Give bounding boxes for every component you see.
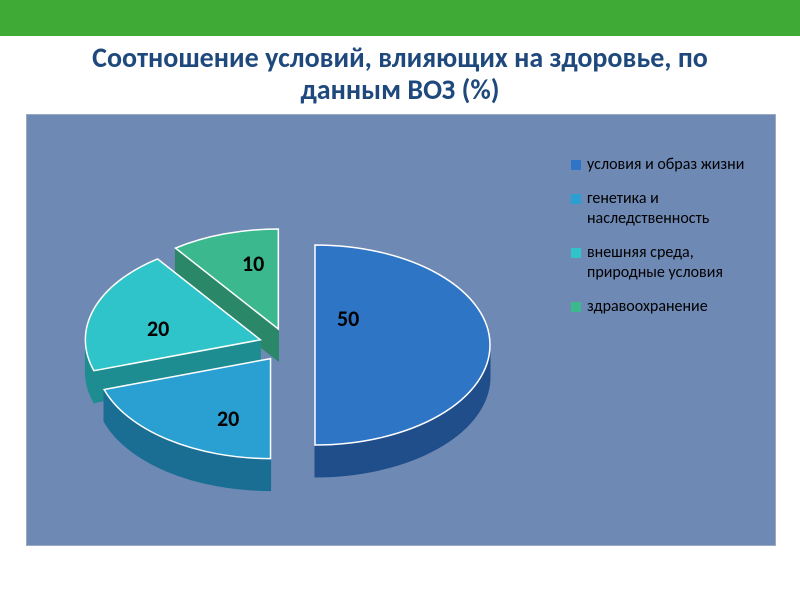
slice-value-label: 20 bbox=[217, 405, 239, 432]
pie-slice bbox=[315, 245, 490, 477]
legend-item: внешняя среда, природные условия bbox=[571, 243, 761, 283]
slice-value-label: 10 bbox=[242, 250, 264, 277]
header-bar bbox=[0, 0, 800, 36]
legend-item: здравоохранение bbox=[571, 297, 761, 317]
legend-swatch bbox=[571, 302, 581, 312]
legend-label: внешняя среда, природные условия bbox=[587, 243, 761, 283]
legend-swatch bbox=[571, 160, 581, 170]
legend-swatch bbox=[571, 194, 581, 204]
chart-panel: условия и образ жизни генетика и наследст… bbox=[26, 114, 776, 546]
legend-item: условия и образ жизни bbox=[571, 155, 761, 175]
page-title: Соотношение условий, влияющих на здоровь… bbox=[40, 42, 760, 106]
legend-swatch bbox=[571, 248, 581, 258]
legend-label: здравоохранение bbox=[587, 297, 708, 317]
legend: условия и образ жизни генетика и наследст… bbox=[571, 155, 761, 331]
legend-item: генетика и наследственность bbox=[571, 189, 761, 229]
legend-label: условия и образ жизни bbox=[587, 155, 744, 175]
legend-label: генетика и наследственность bbox=[587, 189, 761, 229]
slice-value-label: 20 bbox=[147, 315, 169, 342]
slice-value-label: 50 bbox=[337, 305, 359, 332]
